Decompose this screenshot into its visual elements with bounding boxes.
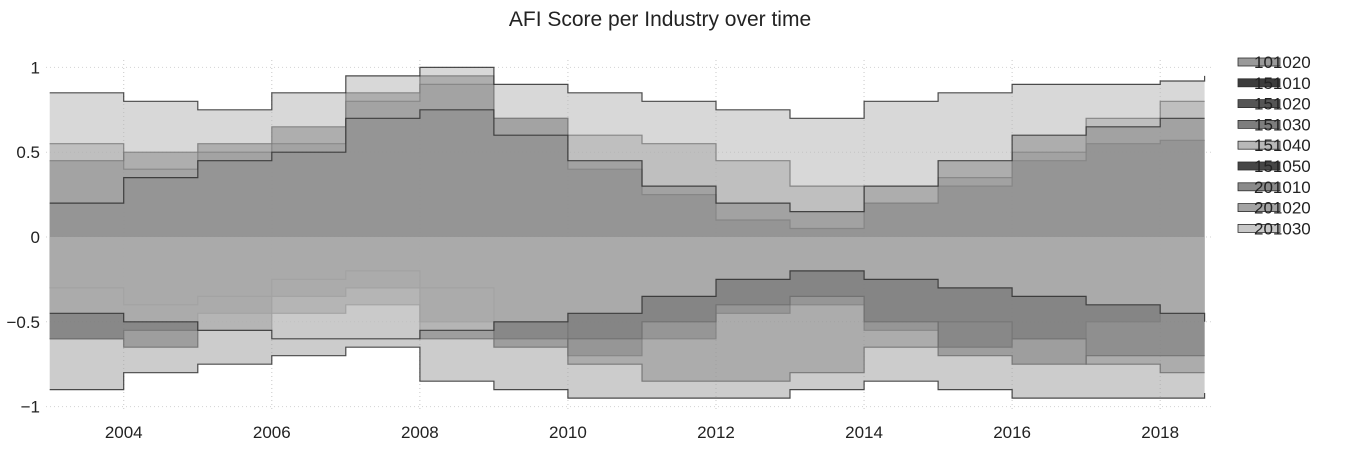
y-tick-label-3: −0.5 [6, 313, 40, 332]
x-tick-label-1: 2006 [253, 423, 291, 442]
x-tick-label-3: 2010 [549, 423, 587, 442]
y-tick-label-0: 1 [31, 58, 40, 77]
axis-tick-labels: 1 0.5 0 −0.5 −1 2004 2006 2008 2010 2012 2014 2016 2… [6, 58, 1179, 442]
legend-swatch-151010 [1237, 78, 1281, 88]
legend-label-151050: 151050 [1254, 157, 1311, 176]
series-areas [49, 66, 1206, 399]
x-tick-label-5: 2014 [845, 423, 883, 442]
x-tick-label-0: 2004 [105, 423, 143, 442]
y-tick-label-1: 0.5 [16, 143, 40, 162]
legend-label-101020: 101020 [1254, 53, 1311, 72]
series-line-201030 [49, 270, 1206, 340]
y-tick-label-2: 0 [31, 228, 40, 247]
series-line-201010 [49, 109, 1205, 213]
series-line-151040 [49, 66, 1206, 119]
legend-swatch-151050 [1237, 161, 1281, 171]
legend-swatch-151040 [1237, 140, 1281, 150]
legend-swatch-151020 [1237, 99, 1281, 108]
x-tick-label-4: 2012 [697, 423, 735, 442]
legend-label-151020: 151020 [1254, 95, 1311, 114]
legend-swatch-201020 [1237, 203, 1281, 213]
legend-label-201010: 201010 [1254, 178, 1311, 197]
legend-swatch-201010 [1237, 182, 1281, 192]
legend-label-151030: 151030 [1254, 115, 1311, 134]
legend-label-151040: 151040 [1254, 136, 1311, 155]
legend-label-201020: 201020 [1254, 199, 1311, 218]
x-tick-label-7: 2018 [1141, 423, 1179, 442]
legend-label-201030: 201030 [1254, 219, 1311, 238]
legend-swatch-201030 [1237, 223, 1281, 233]
legend-swatch-101020 [1237, 57, 1281, 67]
series-line-201020 [49, 346, 1206, 399]
series-area-201030 [49, 237, 1205, 339]
x-tick-label-2: 2008 [401, 423, 439, 442]
chart-title: AFI Score per Industry over time [509, 8, 811, 31]
y-tick-label-4: −1 [21, 398, 40, 417]
legend-swatch-151030 [1237, 120, 1281, 129]
legend-label-151010: 151010 [1254, 74, 1311, 93]
series-area-201010 [49, 109, 1205, 237]
x-tick-label-6: 2016 [993, 423, 1031, 442]
